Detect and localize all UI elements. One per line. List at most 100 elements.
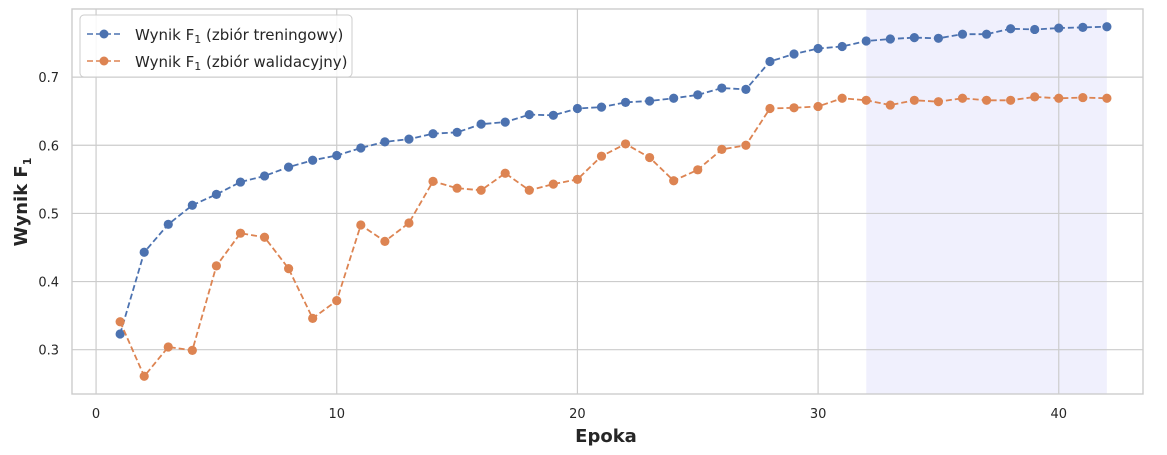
data-point-1: [957, 93, 968, 103]
data-point-0: [572, 103, 583, 114]
data-point-0: [428, 129, 438, 139]
data-point-0: [957, 29, 968, 39]
legend-marker-val: [99, 56, 109, 66]
data-point-1: [741, 140, 751, 150]
y-tick-label: 0.4: [38, 276, 59, 291]
data-point-0: [139, 247, 149, 257]
data-point-0: [356, 143, 366, 153]
plot-frame: [71, 8, 1144, 395]
legend-marker-train: [99, 29, 109, 39]
x-tick-label: 40: [1050, 407, 1067, 422]
data-point-1: [1006, 95, 1016, 105]
data-point-1: [981, 95, 992, 105]
data-point-0: [476, 119, 486, 129]
data-point-1: [332, 296, 342, 306]
data-point-1: [235, 228, 246, 238]
data-point-0: [380, 137, 390, 147]
y-tick-label: 0.5: [38, 207, 59, 222]
data-point-0: [765, 56, 775, 67]
data-point-1: [163, 342, 173, 352]
data-point-1: [813, 101, 823, 112]
data-point-0: [596, 102, 607, 112]
data-point-0: [187, 200, 197, 210]
data-point-1: [476, 185, 486, 195]
data-point-0: [259, 171, 270, 181]
data-point-1: [380, 236, 390, 246]
data-point-0: [620, 97, 631, 107]
data-point-0: [404, 134, 414, 144]
legend-label-train: Wynik F1 (zbiór treningowy): [135, 26, 343, 46]
y-tick-label: 0.3: [38, 344, 59, 359]
data-point-1: [717, 144, 727, 154]
data-point-1: [524, 185, 534, 195]
data-point-1: [500, 168, 510, 178]
data-point-0: [789, 49, 799, 59]
x-tick-label: 0: [92, 407, 100, 422]
data-point-0: [1030, 24, 1040, 35]
data-point-1: [548, 179, 558, 189]
x-tick-label: 20: [569, 407, 586, 422]
data-point-1: [187, 345, 197, 355]
data-point-1: [596, 151, 607, 161]
data-point-1: [909, 95, 919, 105]
data-point-1: [428, 176, 438, 186]
data-point-0: [211, 189, 222, 199]
data-point-0: [861, 36, 871, 46]
data-point-0: [909, 33, 919, 43]
data-point-1: [789, 103, 799, 113]
data-point-0: [645, 96, 655, 106]
data-point-1: [1054, 93, 1064, 103]
data-point-1: [620, 139, 631, 149]
data-point-1: [669, 176, 679, 186]
data-point-1: [861, 95, 871, 105]
data-point-0: [933, 33, 944, 43]
data-point-1: [837, 93, 847, 103]
data-point-1: [259, 232, 270, 242]
data-point-0: [813, 43, 823, 54]
data-point-0: [885, 34, 895, 44]
data-point-1: [115, 317, 125, 327]
plot-area: 0 10 20 30 40 0.3 0.4 0.5 0.6 0.7: [38, 8, 1144, 422]
data-point-1: [404, 218, 414, 228]
data-point-0: [1054, 23, 1064, 33]
legend: Wynik F1 (zbiór treningowy) Wynik F1 (zb…: [79, 14, 353, 78]
data-point-0: [837, 41, 847, 52]
x-tick-label: 10: [328, 407, 345, 422]
data-point-1: [1030, 92, 1040, 102]
y-axis-title: Wynik F1: [11, 158, 34, 247]
data-point-0: [741, 84, 751, 95]
data-point-0: [235, 177, 246, 187]
y-tick-label: 0.7: [38, 71, 59, 86]
data-point-0: [1006, 24, 1016, 34]
data-point-0: [717, 83, 727, 93]
legend-entry-train: Wynik F1 (zbiór treningowy): [87, 26, 343, 46]
data-point-0: [1078, 22, 1088, 32]
x-tick-label: 30: [810, 407, 827, 422]
data-point-0: [452, 127, 462, 137]
data-point-1: [572, 174, 583, 184]
data-point-1: [645, 152, 655, 163]
data-point-1: [1102, 93, 1112, 103]
data-point-0: [693, 90, 703, 100]
data-point-1: [139, 371, 149, 381]
data-point-1: [885, 100, 895, 110]
data-point-0: [500, 117, 510, 127]
data-point-0: [163, 219, 173, 229]
data-point-0: [284, 162, 294, 172]
data-point-1: [211, 261, 222, 271]
legend-entry-val: Wynik F1 (zbiór walidacyjny): [87, 53, 348, 73]
data-point-1: [1078, 92, 1088, 103]
data-point-0: [548, 110, 558, 120]
data-point-0: [1102, 22, 1112, 32]
data-point-1: [693, 165, 703, 175]
data-point-1: [308, 313, 318, 323]
data-point-1: [933, 97, 944, 107]
y-tick-label: 0.6: [38, 139, 59, 154]
data-point-0: [332, 150, 342, 161]
data-point-0: [115, 329, 125, 339]
data-point-0: [669, 93, 679, 103]
data-point-1: [765, 103, 775, 114]
x-axis-title: Epoka: [575, 426, 637, 447]
data-point-1: [356, 220, 366, 230]
